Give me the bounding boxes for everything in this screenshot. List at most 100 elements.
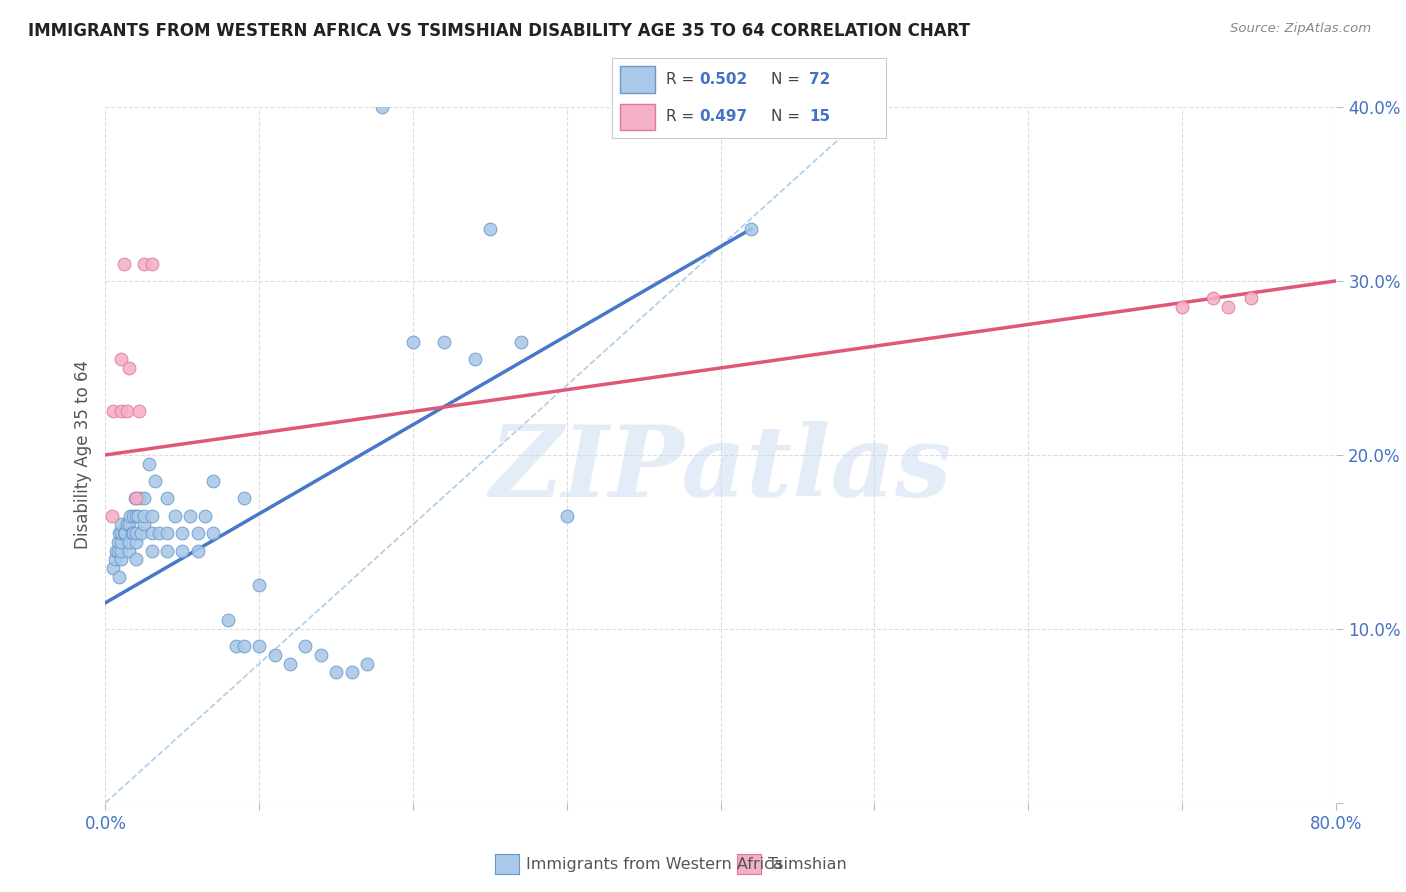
Point <box>122 526 145 541</box>
Point <box>194 508 217 523</box>
Point <box>141 543 163 558</box>
Point <box>156 526 179 541</box>
Point <box>232 491 254 506</box>
Point <box>141 526 163 541</box>
Text: N =: N = <box>770 110 804 125</box>
Point <box>125 508 148 523</box>
Point <box>141 256 163 270</box>
FancyBboxPatch shape <box>620 66 655 93</box>
Point <box>132 508 155 523</box>
Point <box>309 648 332 662</box>
Point <box>128 491 150 506</box>
Point <box>112 526 135 541</box>
Point <box>132 491 155 506</box>
Point <box>247 639 270 653</box>
Point <box>110 517 132 532</box>
Point <box>125 491 148 506</box>
Point <box>114 526 136 541</box>
Point <box>148 526 170 541</box>
Text: Immigrants from Western Africa: Immigrants from Western Africa <box>526 857 783 871</box>
Point <box>108 526 131 541</box>
Point <box>478 221 501 235</box>
Point <box>117 543 139 558</box>
Point <box>115 517 138 532</box>
Point <box>1201 291 1223 305</box>
Point <box>107 543 129 558</box>
Point <box>120 508 141 523</box>
Point <box>218 613 240 627</box>
Point <box>110 404 132 418</box>
Point <box>172 543 194 558</box>
FancyBboxPatch shape <box>620 103 655 130</box>
Point <box>187 543 209 558</box>
Text: R =: R = <box>666 71 700 87</box>
Text: Source: ZipAtlas.com: Source: ZipAtlas.com <box>1230 22 1371 36</box>
Point <box>179 508 201 523</box>
Point <box>356 657 378 671</box>
Point <box>127 508 149 523</box>
Point <box>110 552 132 566</box>
Point <box>263 648 285 662</box>
Point <box>125 534 148 549</box>
Point <box>202 474 225 488</box>
Point <box>117 534 139 549</box>
Point <box>132 517 155 532</box>
Point <box>117 517 139 532</box>
Text: 0.497: 0.497 <box>699 110 748 125</box>
Point <box>101 404 124 418</box>
Point <box>555 508 578 523</box>
Point <box>110 526 132 541</box>
Point <box>115 404 138 418</box>
Point <box>156 491 179 506</box>
Point <box>125 552 148 566</box>
Point <box>125 526 148 541</box>
Point <box>110 543 132 558</box>
Point <box>371 100 394 114</box>
Text: 0.502: 0.502 <box>699 71 748 87</box>
Point <box>232 639 254 653</box>
Point <box>172 526 194 541</box>
Text: 15: 15 <box>808 110 830 125</box>
Point <box>110 534 132 549</box>
Point <box>101 561 124 575</box>
Point <box>402 334 425 349</box>
Point <box>104 552 127 566</box>
Point <box>129 526 152 541</box>
Point <box>105 543 128 558</box>
Point <box>143 474 166 488</box>
Point <box>294 639 316 653</box>
Point <box>100 508 122 523</box>
Point <box>340 665 363 680</box>
Point <box>121 526 143 541</box>
Point <box>509 334 531 349</box>
Y-axis label: Disability Age 35 to 64: Disability Age 35 to 64 <box>75 360 93 549</box>
Point <box>1240 291 1263 305</box>
Point <box>278 657 301 671</box>
Point <box>122 508 145 523</box>
Point <box>163 508 186 523</box>
Point <box>1216 300 1239 314</box>
Text: Tsimshian: Tsimshian <box>768 857 846 871</box>
Point <box>1171 300 1194 314</box>
Point <box>464 352 486 367</box>
Point <box>110 352 132 367</box>
Point <box>108 570 131 584</box>
Point <box>247 578 270 592</box>
Point <box>112 256 135 270</box>
Text: R =: R = <box>666 110 700 125</box>
Point <box>107 534 129 549</box>
Point <box>132 256 155 270</box>
Text: N =: N = <box>770 71 804 87</box>
Point <box>325 665 347 680</box>
Text: IMMIGRANTS FROM WESTERN AFRICA VS TSIMSHIAN DISABILITY AGE 35 TO 64 CORRELATION : IMMIGRANTS FROM WESTERN AFRICA VS TSIMSH… <box>28 22 970 40</box>
Point <box>433 334 456 349</box>
Point <box>202 526 225 541</box>
Point <box>128 404 150 418</box>
Point <box>225 639 247 653</box>
Point <box>117 360 139 375</box>
Point <box>156 543 179 558</box>
Point <box>740 221 762 235</box>
Point <box>124 491 146 506</box>
Text: ZIPatlas: ZIPatlas <box>489 421 952 517</box>
Text: 72: 72 <box>808 71 831 87</box>
